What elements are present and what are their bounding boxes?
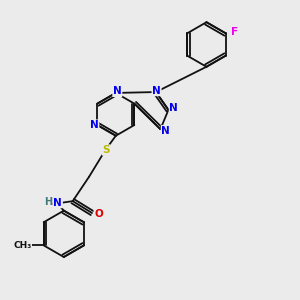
Text: CH₃: CH₃ xyxy=(13,241,32,250)
Text: N: N xyxy=(53,198,62,208)
Text: N: N xyxy=(90,120,99,130)
Text: N: N xyxy=(152,85,161,96)
Text: O: O xyxy=(94,209,103,220)
Text: N: N xyxy=(169,103,178,113)
Text: S: S xyxy=(102,145,110,155)
Text: H: H xyxy=(44,197,52,207)
Text: N: N xyxy=(113,86,122,96)
Text: N: N xyxy=(161,126,170,136)
Text: F: F xyxy=(231,27,238,37)
